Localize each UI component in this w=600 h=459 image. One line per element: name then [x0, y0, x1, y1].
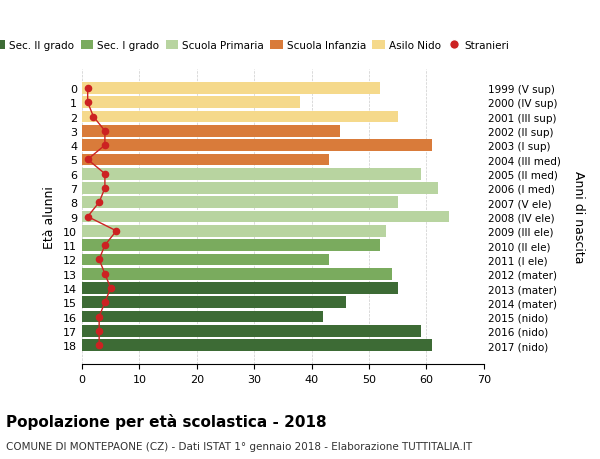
Point	[83, 85, 92, 92]
Bar	[82, 211, 449, 223]
Bar	[82, 197, 398, 209]
Point	[100, 242, 110, 249]
Point	[94, 256, 104, 263]
Text: COMUNE DI MONTEPAONE (CZ) - Dati ISTAT 1° gennaio 2018 - Elaborazione TUTTITALIA: COMUNE DI MONTEPAONE (CZ) - Dati ISTAT 1…	[6, 441, 472, 451]
Bar	[82, 297, 346, 308]
Bar	[82, 325, 421, 337]
Point	[112, 228, 121, 235]
Bar	[82, 340, 432, 351]
Bar	[82, 240, 380, 252]
Bar	[82, 168, 421, 180]
Point	[100, 270, 110, 278]
Bar	[82, 268, 392, 280]
Point	[83, 157, 92, 164]
Point	[94, 342, 104, 349]
Bar	[82, 225, 386, 237]
Legend: Sec. II grado, Sec. I grado, Scuola Primaria, Scuola Infanzia, Asilo Nido, Stran: Sec. II grado, Sec. I grado, Scuola Prim…	[0, 36, 513, 55]
Bar	[82, 154, 329, 166]
Point	[100, 128, 110, 135]
Point	[100, 299, 110, 306]
Point	[106, 285, 115, 292]
Y-axis label: Anni di nascita: Anni di nascita	[572, 171, 585, 263]
Point	[94, 199, 104, 207]
Point	[94, 313, 104, 320]
Point	[100, 142, 110, 150]
Bar	[82, 83, 380, 95]
Point	[100, 185, 110, 192]
Text: Popolazione per età scolastica - 2018: Popolazione per età scolastica - 2018	[6, 413, 326, 429]
Bar	[82, 112, 398, 123]
Bar	[82, 140, 432, 151]
Bar	[82, 126, 340, 137]
Bar	[82, 283, 398, 294]
Bar	[82, 97, 300, 109]
Y-axis label: Età alunni: Età alunni	[43, 186, 56, 248]
Point	[83, 99, 92, 106]
Bar	[82, 254, 329, 266]
Bar	[82, 183, 438, 195]
Point	[83, 213, 92, 221]
Point	[100, 171, 110, 178]
Point	[89, 113, 98, 121]
Point	[94, 327, 104, 335]
Bar	[82, 311, 323, 323]
